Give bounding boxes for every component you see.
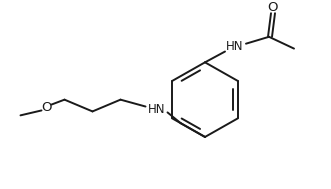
Text: O: O: [41, 101, 52, 114]
Text: HN: HN: [226, 40, 244, 53]
Text: O: O: [268, 1, 278, 14]
Text: HN: HN: [148, 103, 165, 116]
